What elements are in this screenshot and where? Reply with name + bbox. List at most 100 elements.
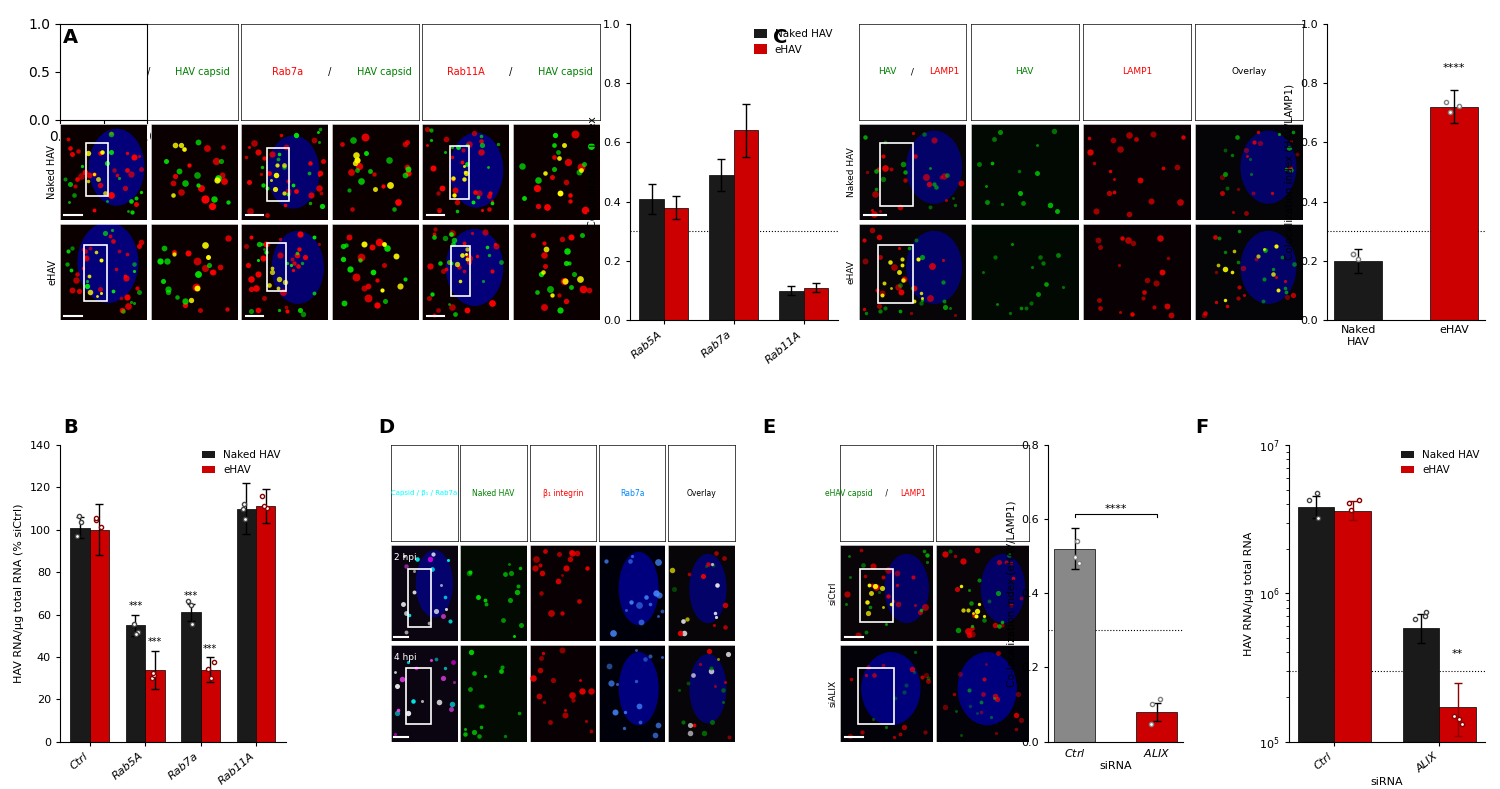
Bar (778, 290, 804, 320)
Text: /: / (908, 67, 916, 77)
Ellipse shape (690, 554, 726, 623)
Bar (1054, 549, 1095, 742)
Bar (880, 143, 912, 206)
Bar (1298, 507, 1335, 789)
Bar (1402, 628, 1440, 789)
Y-axis label: eHAV: eHAV (46, 260, 57, 285)
Ellipse shape (690, 654, 726, 724)
Ellipse shape (1240, 131, 1296, 204)
Ellipse shape (861, 652, 921, 725)
Text: A: A (63, 28, 78, 47)
Bar (450, 146, 470, 199)
Y-axis label: HAV RNA/µg total RNA (% siCtrl): HAV RNA/µg total RNA (% siCtrl) (15, 503, 24, 683)
Bar (804, 288, 828, 320)
Text: ***: *** (147, 638, 162, 647)
Ellipse shape (885, 554, 928, 623)
Text: HAV capsid: HAV capsid (176, 67, 230, 77)
Bar (267, 148, 290, 201)
Text: Capsid / β₁ / Rab7a: Capsid / β₁ / Rab7a (392, 490, 458, 496)
Text: Overlay: Overlay (1232, 67, 1266, 77)
Ellipse shape (1240, 230, 1296, 304)
Y-axis label: eHAV: eHAV (847, 260, 856, 284)
Bar (408, 569, 430, 627)
Bar (734, 130, 758, 320)
Bar (861, 569, 892, 623)
Text: Rab5A: Rab5A (90, 67, 122, 77)
Text: LAMP1: LAMP1 (900, 488, 926, 498)
Text: Naked HAV: Naked HAV (472, 488, 514, 498)
Bar (201, 670, 220, 742)
Bar (639, 199, 664, 320)
Ellipse shape (446, 229, 504, 306)
Ellipse shape (957, 652, 1017, 725)
Text: ***: *** (184, 591, 198, 600)
Text: HAV capsid: HAV capsid (357, 67, 411, 77)
Ellipse shape (88, 129, 144, 206)
Text: Rab7a: Rab7a (272, 67, 303, 77)
Y-axis label: Co-localization index (eHAV/LAMP1): Co-localization index (eHAV/LAMP1) (1007, 500, 1016, 686)
Text: C: C (772, 28, 788, 47)
Text: ****: **** (1443, 62, 1466, 73)
Bar (1335, 510, 1371, 789)
Bar (237, 509, 256, 742)
Ellipse shape (416, 550, 453, 618)
Y-axis label: HAV RNA/µg total RNA: HAV RNA/µg total RNA (1244, 531, 1254, 656)
Bar (1334, 261, 1382, 320)
X-axis label: siRNA: siRNA (1371, 777, 1402, 787)
Ellipse shape (272, 230, 324, 304)
Text: E: E (762, 418, 776, 437)
Text: **: ** (1452, 649, 1464, 659)
Bar (1430, 107, 1478, 320)
Text: D: D (378, 418, 394, 437)
Y-axis label: Colocalization index: Colocalization index (588, 116, 597, 228)
Text: ***: *** (202, 644, 217, 653)
Bar (267, 243, 286, 291)
Ellipse shape (981, 554, 1024, 623)
Text: /: / (507, 67, 516, 77)
Text: LAMP1: LAMP1 (928, 67, 958, 77)
Legend: Naked HAV, eHAV: Naked HAV, eHAV (1401, 451, 1480, 476)
Y-axis label: Naked HAV: Naked HAV (46, 145, 57, 199)
Y-axis label: Colocalization index (HAV/LAMP1): Colocalization index (HAV/LAMP1) (1284, 84, 1294, 260)
Bar (452, 246, 470, 297)
Text: Rab7a: Rab7a (620, 488, 645, 498)
Text: F: F (1196, 418, 1209, 437)
Bar (182, 612, 201, 742)
Ellipse shape (450, 133, 504, 208)
Text: HAV capsid: HAV capsid (538, 67, 592, 77)
Text: Overlay: Overlay (687, 488, 716, 498)
Bar (84, 245, 106, 301)
Text: 4 hpi: 4 hpi (393, 653, 417, 662)
Ellipse shape (78, 222, 138, 303)
Bar (405, 668, 430, 724)
Bar (90, 529, 110, 742)
Legend: Naked HAV, eHAV: Naked HAV, eHAV (754, 29, 833, 54)
Text: 2 hpi: 2 hpi (393, 553, 417, 562)
Text: /: / (144, 67, 153, 77)
Bar (878, 245, 912, 303)
Text: /: / (326, 67, 334, 77)
Ellipse shape (267, 136, 320, 208)
Text: LAMP1: LAMP1 (1122, 67, 1152, 77)
Y-axis label: siALIX: siALIX (828, 680, 837, 707)
Text: ****: **** (1104, 503, 1126, 514)
Legend: Naked HAV, eHAV: Naked HAV, eHAV (202, 451, 280, 476)
Text: HAV: HAV (878, 67, 897, 77)
Bar (1440, 708, 1476, 789)
Bar (256, 507, 276, 742)
Ellipse shape (906, 230, 962, 304)
X-axis label: siRNA: siRNA (1100, 761, 1132, 772)
Y-axis label: siCtrl: siCtrl (828, 581, 837, 605)
Bar (858, 668, 894, 724)
Text: eHAV capsid: eHAV capsid (825, 488, 873, 498)
Text: Rab11A: Rab11A (447, 67, 485, 77)
Text: /: / (882, 488, 890, 498)
Text: β₁ integrin: β₁ integrin (543, 488, 584, 498)
Bar (710, 175, 734, 320)
Text: B: B (63, 418, 78, 437)
Text: HAV: HAV (1016, 67, 1034, 77)
Bar (1137, 712, 1178, 742)
Ellipse shape (618, 652, 658, 725)
Y-axis label: Naked HAV: Naked HAV (847, 147, 856, 197)
Text: ***: *** (129, 601, 142, 611)
